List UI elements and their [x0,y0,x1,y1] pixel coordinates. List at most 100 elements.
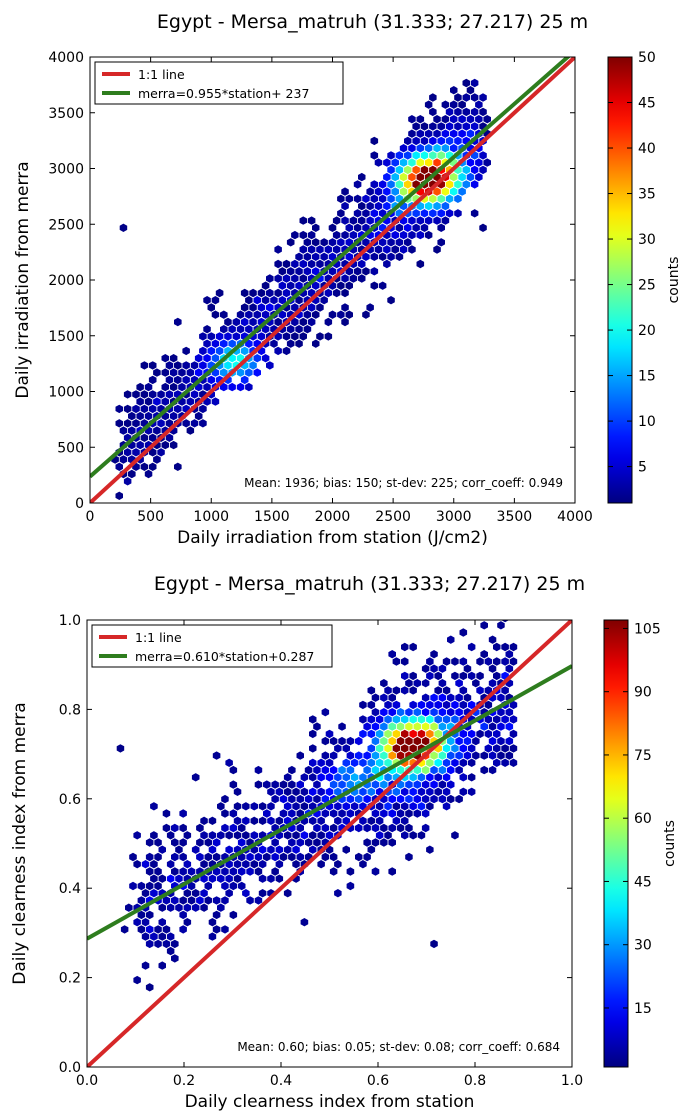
hexbin-cell [421,809,430,818]
hexbin-cell [451,671,459,681]
hexbin-cell [387,165,395,175]
hexbin-cell [424,100,433,109]
hexbin-cell [413,780,422,789]
hexbin-cell [119,426,128,435]
hexbin-cell [505,722,514,731]
hexbin-cell [424,144,433,153]
y-tick-label: 1.0 [59,613,81,629]
hexbin-cell [475,100,483,109]
hexbin-cell [399,245,408,254]
hexbin-cell [416,158,425,167]
hexbin-cell [321,765,330,775]
hexbin-cell [158,918,166,927]
hexbin-cell [445,122,454,131]
hexbin-cell [171,939,179,949]
hexbin-cell [274,274,282,283]
hexbin-cell [392,729,401,739]
hexbin-cell [144,469,153,479]
hexbin-cell [417,700,426,710]
hexbin-cell [254,765,263,775]
hexbin-cell [288,765,296,775]
hexbin-cell [433,201,441,211]
hexbin-cell [254,867,263,876]
hexbin-cell [470,93,479,102]
hexbin-cell [392,787,401,796]
hexbin-cell [179,925,187,934]
hexbin-cell [358,201,366,211]
hexbin-cell [115,404,123,414]
hexbin-cell [380,736,388,746]
hexbin-cell [370,209,379,218]
hexbin-cell [408,144,416,153]
hexbin-cell [229,823,238,833]
hexbin-cell [321,852,330,862]
hexbin-cell [442,758,451,767]
hexbin-cell [199,419,207,428]
legend-label: 1:1 line [135,630,182,645]
hexbin-cell [387,238,395,247]
hexbin-cell [291,230,299,240]
hexbin-cell [488,635,497,644]
hexbin-cell [166,903,175,912]
hexbin-cell [355,852,363,862]
hexbin-cell [371,809,380,818]
hexbin-cell [447,794,455,804]
hexbin-cell [267,787,275,796]
hexbin-cell [263,852,271,862]
hexbin-cell [433,158,441,167]
hexbin-cell [412,122,420,131]
hexbin-cell [416,216,425,225]
hexbin-cell [412,223,420,232]
hexbin-cell [466,129,475,138]
hexbin-cell [174,361,182,370]
hexbin-cell [250,816,258,825]
hexbin-cell [387,151,395,160]
hexbin-cell [497,736,505,746]
hexbin-cell [332,288,341,298]
hexbin-cell [292,802,300,811]
hexbin-cell [396,722,405,731]
hexbin-cell [395,238,404,247]
hexbin-cell [119,455,128,464]
hexbin-cell [404,180,412,189]
hexbin-cell [154,838,162,847]
hexbin-cell [375,816,384,825]
hexbin-cell [438,664,447,673]
hexbin-cell [509,715,518,724]
hexbin-cell [417,729,426,739]
hexbin-cell [132,404,140,414]
hexbin-cell [371,838,380,847]
hexbin-cell [341,187,349,196]
hexbin-cell [258,816,267,825]
hexbin-cell [328,252,337,261]
hexbin-cell [409,686,417,695]
hexbin-cell [426,802,434,811]
hexbin-cell [375,758,384,767]
hexbin-cell [409,700,417,710]
hexbin-cell [337,310,345,319]
hexbin-cell [501,657,509,666]
hexbin-cell [236,325,245,334]
hexbin-cell [387,296,395,305]
hexbin-cell [317,831,325,840]
hexbin-cell [275,816,284,825]
hexbin-cell [363,838,371,847]
hexbin-cell [183,889,192,898]
hexbin-cell [211,310,220,319]
hexbin-cell [291,303,299,312]
hexbin-cell [150,889,158,898]
hexbin-cell [183,918,192,927]
hexbin-cell [359,787,367,796]
hexbin-cell [374,158,383,167]
hexbin-cell [291,317,299,327]
hexbin-cell [307,230,316,240]
hexbin-cell [179,896,187,905]
hexbin-cell [279,852,288,862]
hexbin-cell [136,411,144,421]
hexbin-cell [316,332,324,341]
hexbin-cell [430,693,438,702]
hexbin-cell [325,773,334,782]
hexbin-cell [240,375,249,385]
hexbin-cell [295,267,303,276]
hexbin-cell [450,129,458,138]
